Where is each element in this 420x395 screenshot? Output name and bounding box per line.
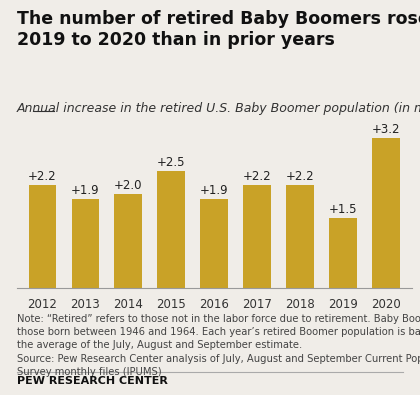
Text: +1.5: +1.5 — [329, 203, 357, 216]
Text: Annual increase in the retired U.S. Baby Boomer population (in millions): Annual increase in the retired U.S. Baby… — [17, 102, 420, 115]
Bar — [29, 185, 57, 288]
Text: +3.2: +3.2 — [372, 123, 400, 136]
Bar — [286, 185, 314, 288]
Text: +1.9: +1.9 — [200, 184, 228, 197]
Bar — [158, 171, 185, 288]
Text: +2.2: +2.2 — [28, 170, 57, 182]
Bar — [243, 185, 271, 288]
Bar — [71, 199, 100, 288]
Text: PEW RESEARCH CENTER: PEW RESEARCH CENTER — [17, 376, 168, 386]
Text: +2.5: +2.5 — [157, 156, 186, 169]
Text: +2.0: +2.0 — [114, 179, 143, 192]
Text: +2.2: +2.2 — [286, 170, 314, 182]
Bar — [200, 199, 228, 288]
Text: +1.9: +1.9 — [71, 184, 100, 197]
Bar — [114, 194, 142, 288]
Bar — [329, 218, 357, 288]
Bar — [372, 138, 400, 288]
Text: The number of retired Baby Boomers rose more from
2019 to 2020 than in prior yea: The number of retired Baby Boomers rose … — [17, 10, 420, 49]
Text: +2.2: +2.2 — [243, 170, 271, 182]
Text: Note: “Retired” refers to those not in the labor force due to retirement. Baby B: Note: “Retired” refers to those not in t… — [17, 314, 420, 377]
